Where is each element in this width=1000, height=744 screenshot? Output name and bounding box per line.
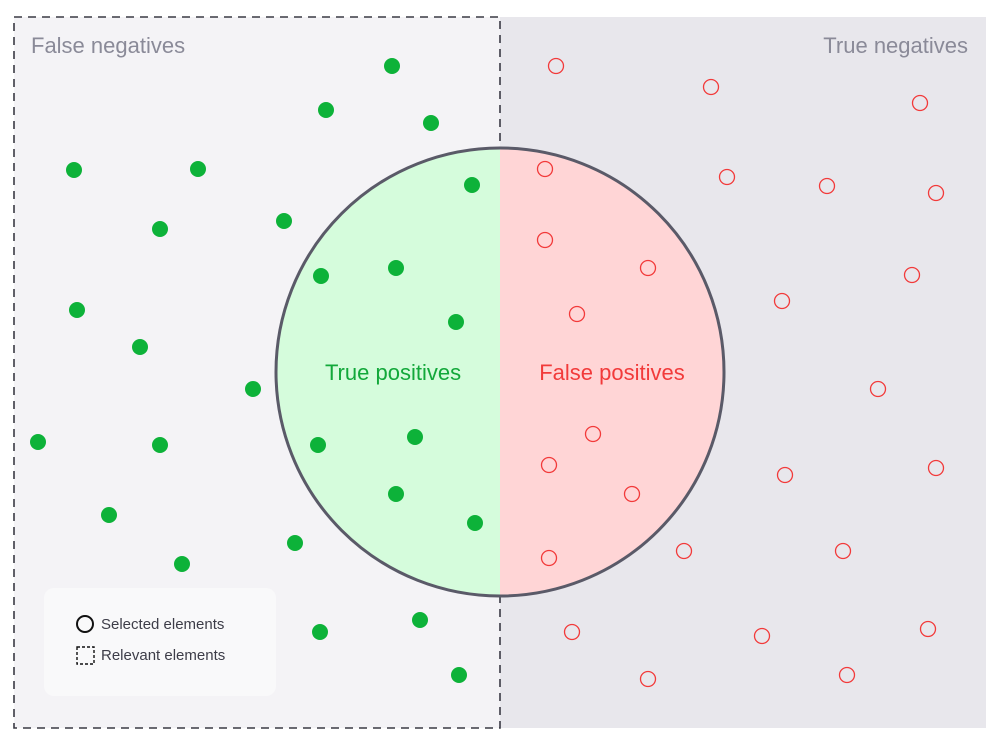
relevant-element-dot xyxy=(412,612,428,628)
relevant-legend-icon xyxy=(76,646,95,665)
relevant-element-dot xyxy=(69,302,85,318)
relevant-element-dot xyxy=(423,115,439,131)
irrelevant-element-dot xyxy=(623,485,641,503)
irrelevant-element-dot xyxy=(540,456,558,474)
selected-legend-icon xyxy=(76,615,94,633)
legend: Selected elements Relevant elements xyxy=(44,588,276,696)
relevant-dots xyxy=(30,58,483,683)
irrelevant-element-dot xyxy=(568,305,586,323)
relevant-element-dot xyxy=(276,213,292,229)
irrelevant-element-dot xyxy=(563,623,581,641)
irrelevant-element-dot xyxy=(536,160,554,178)
irrelevant-element-dot xyxy=(903,266,921,284)
relevant-element-dot xyxy=(388,486,404,502)
legend-box xyxy=(44,588,276,696)
irrelevant-element-dot xyxy=(869,380,887,398)
relevant-element-dot xyxy=(30,434,46,450)
irrelevant-element-dot xyxy=(927,184,945,202)
irrelevant-element-dot xyxy=(773,292,791,310)
relevant-element-dot xyxy=(312,624,328,640)
irrelevant-element-dot xyxy=(818,177,836,195)
relevant-element-dot xyxy=(132,339,148,355)
true-negatives-label: True negatives xyxy=(823,33,968,58)
irrelevant-element-dot xyxy=(919,620,937,638)
relevant-element-dot xyxy=(451,667,467,683)
irrelevant-element-dot xyxy=(753,627,771,645)
true-positives-label: True positives xyxy=(325,360,461,385)
irrelevant-element-dot xyxy=(927,459,945,477)
relevant-element-dot xyxy=(245,381,261,397)
relevant-element-dot xyxy=(287,535,303,551)
selected-elements-circle xyxy=(274,146,726,598)
irrelevant-element-dot xyxy=(702,78,720,96)
relevant-element-dot xyxy=(310,437,326,453)
false-positive-half xyxy=(500,148,724,596)
irrelevant-element-dot xyxy=(547,57,565,75)
irrelevant-element-dot xyxy=(838,666,856,684)
relevant-element-dot xyxy=(384,58,400,74)
irrelevant-element-dot xyxy=(911,94,929,112)
false-positives-label: False positives xyxy=(539,360,685,385)
legend-selected-label: Selected elements xyxy=(101,616,224,633)
relevant-element-dot xyxy=(467,515,483,531)
irrelevant-element-dot xyxy=(540,549,558,567)
legend-relevant-label: Relevant elements xyxy=(101,647,225,664)
relevant-element-dot xyxy=(190,161,206,177)
irrelevant-element-dot xyxy=(639,670,657,688)
irrelevant-element-dot xyxy=(584,425,602,443)
irrelevant-element-dot xyxy=(639,259,657,277)
irrelevant-element-dot xyxy=(536,231,554,249)
relevant-element-dot xyxy=(101,507,117,523)
irrelevant-element-dot xyxy=(834,542,852,560)
relevant-element-dot xyxy=(152,437,168,453)
relevant-element-dot xyxy=(388,260,404,276)
irrelevant-element-dot xyxy=(718,168,736,186)
irrelevant-element-dot xyxy=(675,542,693,560)
irrelevant-dots xyxy=(536,57,945,688)
relevant-element-dot xyxy=(66,162,82,178)
relevant-element-dot xyxy=(313,268,329,284)
relevant-element-dot xyxy=(174,556,190,572)
relevant-element-dot xyxy=(448,314,464,330)
false-negatives-label: False negatives xyxy=(31,33,185,58)
irrelevant-element-dot xyxy=(776,466,794,484)
true-positive-half xyxy=(276,148,500,596)
relevant-element-dot xyxy=(407,429,423,445)
relevant-element-dot xyxy=(464,177,480,193)
relevant-element-dot xyxy=(152,221,168,237)
relevant-element-dot xyxy=(318,102,334,118)
